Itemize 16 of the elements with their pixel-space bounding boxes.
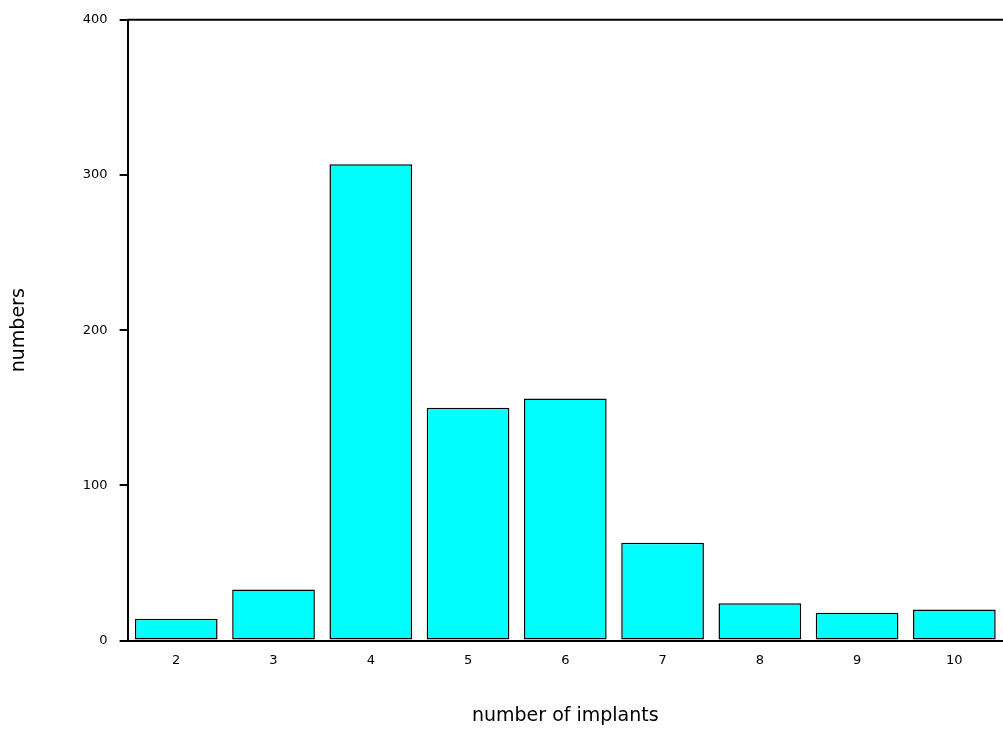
x-tick-label: 8	[755, 651, 764, 667]
x-tick-label: 6	[561, 651, 570, 667]
x-tick-label: 2	[172, 651, 181, 667]
x-tick-label: 4	[366, 651, 375, 667]
x-tick-label: 9	[852, 651, 862, 667]
x-tick-label: 10	[946, 651, 963, 667]
y-tick-label: 100	[82, 476, 108, 492]
y-tick-label: 400	[82, 11, 108, 27]
x-tick-label: 3	[269, 651, 278, 667]
x-tick-label: 7	[658, 651, 667, 667]
x-axis-title: number of implants	[471, 702, 659, 725]
y-tick-label: 0	[99, 631, 108, 647]
y-tick-label: 300	[82, 166, 108, 182]
x-tick-label: 5	[463, 651, 473, 667]
y-tick-label: 200	[82, 321, 108, 337]
y-axis-title: numbers	[6, 288, 29, 373]
